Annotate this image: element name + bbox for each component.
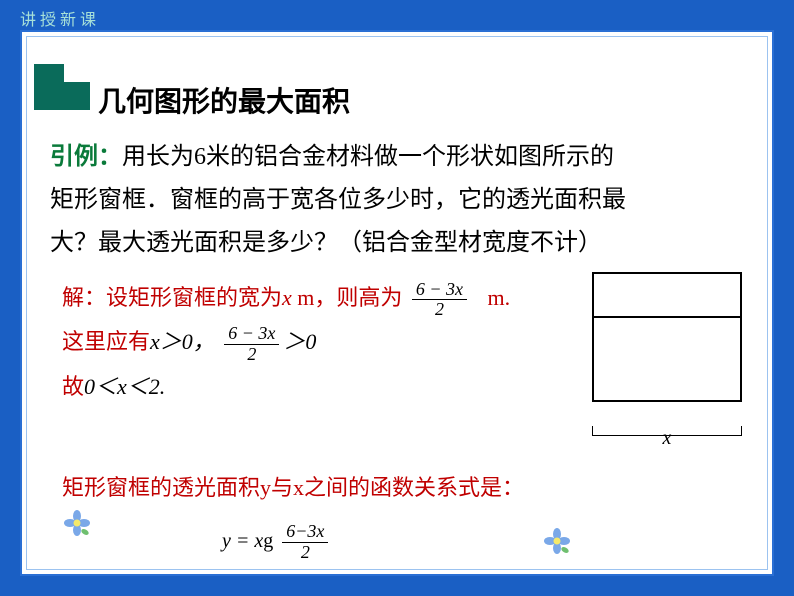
sol1-var: x bbox=[282, 285, 292, 310]
sol1-mid: m，则高为 bbox=[292, 285, 403, 310]
fracf-num: 6−3x bbox=[282, 522, 328, 543]
flower-decoration-2 bbox=[542, 526, 572, 556]
slide-frame: 讲授新课 几何图形的最大面积 引例：用长为6米的铝合金材料做一个形状如图所示的 … bbox=[0, 0, 794, 596]
final-lhs: y = x bbox=[222, 530, 263, 552]
problem-text: 引例：用长为6米的铝合金材料做一个形状如图所示的 矩形窗框．窗框的高于宽各位多少… bbox=[50, 136, 744, 266]
sol1-suffix: m. bbox=[488, 285, 511, 310]
final-op: g bbox=[263, 530, 273, 552]
solution-line-2: 这里应有x＞0， 6 − 3x 2 ＞0 bbox=[62, 320, 572, 364]
sol2-prefix: 这里应有 bbox=[62, 329, 150, 354]
final-equation: y = xg 6−3x 2 bbox=[222, 522, 332, 563]
frac1-den: 2 bbox=[412, 300, 467, 320]
problem-line-3: 大？最大透光面积是多少？（铝合金型材宽度不计） bbox=[50, 230, 602, 256]
sol3-range: 0＜x＜2. bbox=[84, 374, 165, 399]
slide-content: 几何图形的最大面积 引例：用长为6米的铝合金材料做一个形状如图所示的 矩形窗框．… bbox=[20, 30, 774, 576]
window-box bbox=[592, 272, 742, 402]
solution-block: 解：设矩形窗框的宽为x m，则高为 6 − 3x 2 m. 这里应有x＞0， 6… bbox=[62, 276, 572, 409]
lesson-tab: 讲授新课 bbox=[20, 6, 100, 30]
x-label: x bbox=[592, 427, 742, 450]
frac2-num: 6 − 3x bbox=[224, 324, 279, 345]
frac2-den: 2 bbox=[224, 345, 279, 365]
frac1-num: 6 − 3x bbox=[412, 280, 467, 301]
problem-line-2: 矩形窗框．窗框的高于宽各位多少时，它的透光面积最 bbox=[50, 187, 626, 213]
fraction-final: 6−3x 2 bbox=[282, 522, 328, 563]
sol3-prefix: 故 bbox=[62, 374, 84, 399]
fraction-2: 6 − 3x 2 bbox=[224, 324, 279, 365]
sol1-prefix: 解：设矩形窗框的宽为 bbox=[62, 285, 282, 310]
window-figure: x bbox=[592, 272, 742, 422]
section-title: 几何图形的最大面积 bbox=[98, 80, 350, 120]
section-marker bbox=[34, 82, 90, 110]
problem-line-1: 用长为6米的铝合金材料做一个形状如图所示的 bbox=[122, 144, 614, 170]
sol2-cond2: ＞0 bbox=[283, 329, 316, 354]
fracf-den: 2 bbox=[282, 543, 328, 563]
solution-line-3: 故0＜x＜2. bbox=[62, 365, 572, 409]
sol2-cond1: x＞0， bbox=[150, 329, 215, 354]
solution-conclusion: 矩形窗框的透光面积y与x之间的函数关系式是： bbox=[62, 470, 524, 502]
fraction-1: 6 − 3x 2 bbox=[412, 280, 467, 321]
window-divider bbox=[594, 316, 740, 318]
flower-decoration-1 bbox=[62, 508, 92, 538]
problem-label: 引例： bbox=[50, 144, 122, 170]
solution-line-1: 解：设矩形窗框的宽为x m，则高为 6 − 3x 2 m. bbox=[62, 276, 572, 320]
